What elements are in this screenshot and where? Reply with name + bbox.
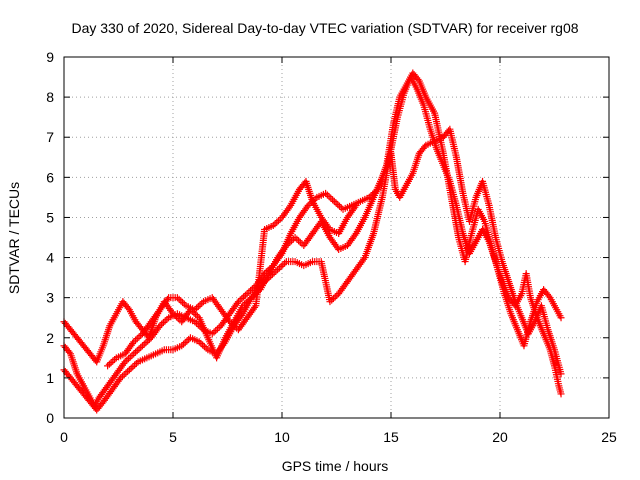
plot-frame: [63, 56, 610, 419]
x-tick-label: 5: [169, 429, 177, 445]
x-tick-label: 10: [274, 429, 290, 445]
data-point: [557, 314, 565, 322]
data-point: [281, 243, 289, 251]
x-tick-label: 25: [601, 429, 617, 445]
data-point: [124, 304, 132, 312]
data-point: [557, 390, 565, 398]
data-point: [285, 203, 293, 211]
y-tick-label: 8: [46, 89, 54, 105]
chart-title: Day 330 of 2020, Sidereal Day-to-day VTE…: [71, 20, 578, 36]
y-tick-label: 2: [46, 330, 54, 346]
data-point: [163, 295, 171, 303]
data-point: [65, 348, 73, 356]
data-point: [351, 203, 359, 211]
data-point: [545, 292, 553, 300]
data-point: [360, 255, 368, 263]
y-tick-label: 5: [46, 209, 54, 225]
data-point: [351, 231, 359, 239]
x-tick-label: 0: [60, 429, 68, 445]
y-tick-label: 1: [46, 370, 54, 386]
y-tick-label: 0: [46, 410, 54, 426]
x-axis-label: GPS time / hours: [282, 458, 389, 474]
y-tick-label: 4: [46, 250, 54, 266]
data-point: [155, 323, 163, 331]
y-tick-label: 6: [46, 169, 54, 185]
data-point: [115, 376, 123, 384]
data-point: [557, 370, 565, 378]
data-point: [120, 360, 128, 368]
data-point: [303, 203, 311, 211]
y-tick-label: 9: [46, 49, 54, 65]
data-point: [233, 299, 241, 307]
y-tick-label: 3: [46, 290, 54, 306]
data-point: [129, 340, 137, 348]
data-point: [224, 316, 232, 324]
axis-ticks: 0 5 10 15 20 25 0 1 2 3 4 5 6 7 8 9: [46, 49, 617, 445]
data-point: [251, 303, 259, 311]
y-tick-label: 7: [46, 129, 54, 145]
x-tick-label: 15: [383, 429, 399, 445]
data-point: [352, 201, 360, 209]
x-tick-label: 20: [492, 429, 508, 445]
y-axis-label: SDTVAR / TECUs: [6, 182, 22, 294]
series-track-4: [104, 177, 360, 370]
data-point: [168, 308, 176, 316]
data-points: [60, 69, 565, 414]
data-point: [414, 75, 422, 83]
